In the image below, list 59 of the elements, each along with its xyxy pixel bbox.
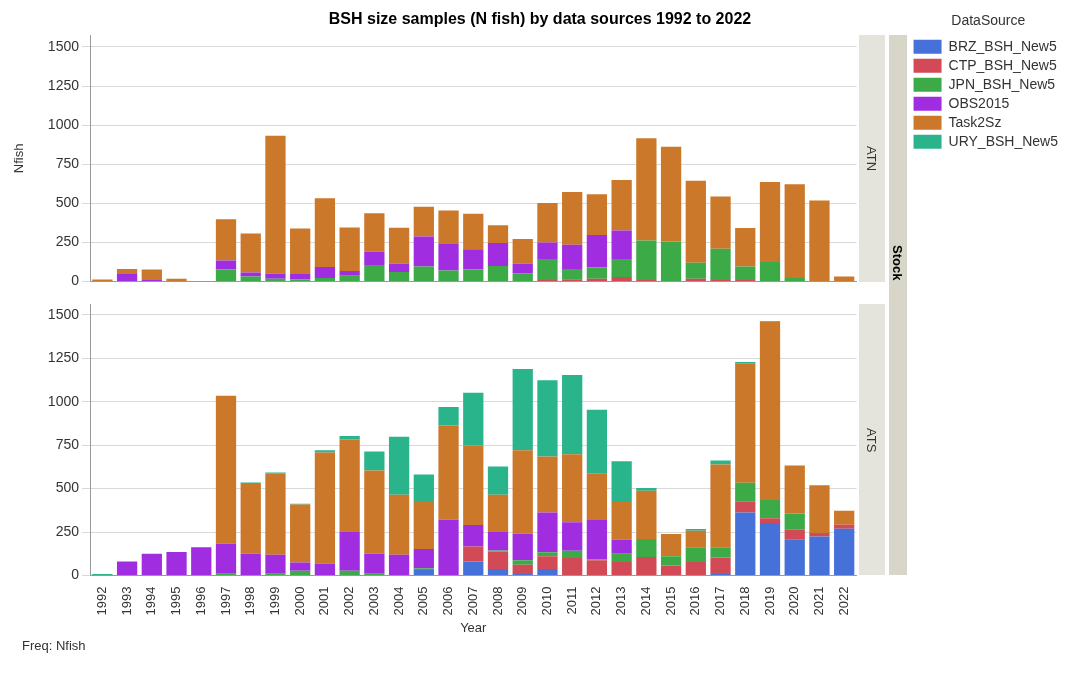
y-tick-label: 1250 <box>47 76 80 93</box>
x-tick-label: 2021 <box>811 586 827 616</box>
x-tick-label: 2006 <box>440 586 456 616</box>
y-tick-label: 0 <box>71 272 80 289</box>
x-tick-label: 2010 <box>539 586 555 616</box>
x-tick-label: 2001 <box>316 586 332 616</box>
x-tick-label: 2009 <box>514 586 530 616</box>
legend-label: URY_BSH_New5 <box>948 132 1059 149</box>
panel-strip: ATN <box>858 35 885 282</box>
x-tick-label: 2003 <box>365 586 381 616</box>
legend-label: JPN_BSH_New5 <box>948 75 1056 92</box>
legend-label: CTP_BSH_New5 <box>948 56 1057 73</box>
x-tick-label: 2002 <box>341 586 357 616</box>
x-tick-label: 2008 <box>489 586 505 616</box>
x-tick-label: 1999 <box>267 586 283 616</box>
y-tick-label: 1000 <box>47 116 80 133</box>
text: Freq: Nfish <box>22 638 87 653</box>
x-tick-label: 1998 <box>242 586 258 616</box>
legend-title: DataSource <box>951 11 1026 28</box>
y-tick-label: 1000 <box>47 392 80 409</box>
x-tick-label: 2011 <box>563 586 579 615</box>
x-tick-label: 2022 <box>835 586 851 616</box>
x-tick-label: 2018 <box>736 586 752 616</box>
y-tick-label: 750 <box>55 436 80 453</box>
x-tick-label: 1996 <box>192 586 208 616</box>
chart-title: BSH size samples (N fish) by data sources 1992 to 2022 <box>328 10 752 28</box>
x-tick-label: 2016 <box>687 586 703 616</box>
x-tick-label: 1995 <box>168 586 184 616</box>
facet-strip: Stock <box>888 35 907 576</box>
y-tick-label: 500 <box>55 194 80 211</box>
x-tick-label: 2000 <box>291 586 307 616</box>
x-tick-label: 1993 <box>118 586 134 616</box>
x-tick-label: 1994 <box>143 586 159 616</box>
panel-strip: ATS <box>858 304 885 576</box>
x-tick-label: 2004 <box>390 586 406 616</box>
y-tick-label: 1250 <box>47 349 80 366</box>
legend-label: Task2Sz <box>948 113 1002 130</box>
x-tick-label: 2007 <box>464 586 480 616</box>
x-tick-label: 2019 <box>761 586 777 616</box>
y-tick-label: 1500 <box>47 305 80 322</box>
legend-label: OBS2015 <box>948 94 1010 111</box>
y-tick-label: 750 <box>55 155 80 172</box>
y-tick-label: 500 <box>55 479 80 496</box>
legend-label: BRZ_BSH_New5 <box>948 37 1057 54</box>
y-tick-label: 1500 <box>47 37 80 54</box>
y-tick-label: 250 <box>55 233 80 250</box>
x-tick-label: 2015 <box>662 586 678 616</box>
x-tick-label: 1997 <box>217 586 233 616</box>
y-tick-label: 0 <box>71 566 80 583</box>
x-tick-label: 2014 <box>637 586 653 616</box>
x-tick-label: 2012 <box>588 586 604 616</box>
x-tick-label: 2013 <box>613 586 629 616</box>
y-tick-label: 250 <box>55 522 80 539</box>
y-axis-title: Nfish <box>11 143 27 174</box>
x-tick-label: 2005 <box>415 586 431 616</box>
x-axis-title: Year <box>460 619 488 635</box>
x-tick-label: 2017 <box>712 586 728 616</box>
x-tick-label: 1992 <box>93 586 109 616</box>
x-tick-label: 2020 <box>786 586 802 616</box>
